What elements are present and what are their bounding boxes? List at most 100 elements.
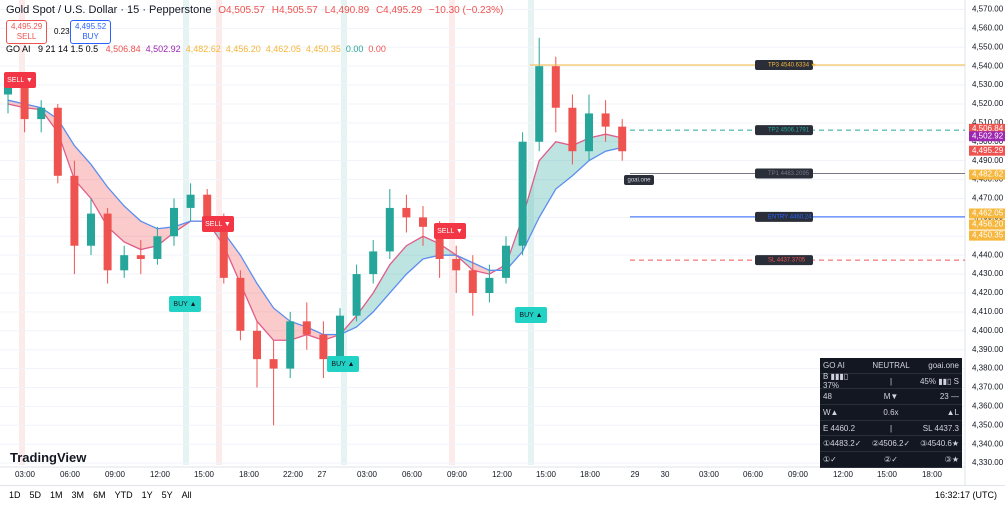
range-button[interactable]: All — [181, 490, 192, 500]
candle-body — [435, 226, 444, 259]
level-tag — [755, 125, 813, 136]
ribbon — [223, 232, 241, 284]
candle-body — [452, 258, 461, 271]
price-tag-label: 4,495.29 — [972, 146, 1004, 155]
price-tag-label: 4,450.35 — [972, 231, 1004, 240]
x-tick-label: 06:00 — [60, 470, 81, 479]
close: C4,495.29 — [375, 5, 423, 16]
level-label: TP1 4483.2095 — [768, 171, 810, 177]
table-cell: W▲ — [823, 407, 839, 417]
table-cell: | — [889, 423, 893, 433]
table-row: W▲ 0.6x ▲L — [820, 405, 962, 421]
signal-label: BUY ▲ — [519, 312, 542, 319]
candle-body — [186, 194, 195, 208]
table-row: GO AI NEUTRAL goai.one — [820, 358, 962, 374]
candle-body — [120, 255, 129, 271]
table-cell: ③★ — [944, 454, 959, 464]
candle-body — [336, 315, 344, 360]
y-tick-label: 4,540.00 — [972, 61, 1004, 70]
site-tag-box — [624, 175, 654, 185]
buy-button[interactable]: 4,495.52 BUY — [70, 20, 112, 44]
candle-body — [568, 107, 577, 152]
price-tag-label: 4,462.05 — [972, 209, 1004, 218]
indicator-values: 4,506.84 4,502.92 4,482.62 4,456.20 4,462.05… — [106, 44, 391, 54]
indicator-value: 0.00 — [345, 44, 364, 54]
x-tick-label: 30 — [661, 470, 670, 479]
range-button[interactable]: 1D — [9, 490, 21, 500]
x-tick-label: 15:00 — [536, 470, 557, 479]
x-tick-label: 06:00 — [402, 470, 423, 479]
ribbon — [57, 119, 75, 180]
y-tick-label: 4,420.00 — [972, 288, 1004, 297]
level-label: SL 4437.3705 — [768, 258, 806, 264]
range-button[interactable]: 1M — [50, 490, 63, 500]
x-tick-label: 06:00 — [743, 470, 764, 479]
table-cell: 23 — — [939, 392, 959, 402]
y-tick-label: 4,350.00 — [972, 420, 1004, 429]
y-tick-label: 4,530.00 — [972, 80, 1004, 89]
candle-body — [253, 330, 261, 360]
y-tick-label: 4,510.00 — [972, 118, 1004, 127]
range-button[interactable]: 1Y — [141, 490, 153, 500]
level-label: ENTRY 4460.24 — [768, 215, 812, 221]
range-button[interactable]: 3M — [71, 490, 85, 500]
signal-band — [341, 0, 347, 465]
y-tick-label: 4,360.00 — [972, 402, 1004, 411]
indicator-value: 4,506.84 — [105, 44, 141, 54]
table-row: B ▮▮▮▯ 37% | 45% ▮▮▯ S — [820, 372, 962, 391]
sell-label: SELL — [16, 32, 37, 41]
ribbon — [157, 226, 174, 246]
x-tick-label: 09:00 — [105, 470, 126, 479]
price-tag — [969, 208, 1005, 219]
candle-body — [369, 251, 378, 275]
candle-body — [4, 85, 12, 95]
ribbon — [472, 262, 490, 275]
range-button[interactable]: YTD — [114, 490, 133, 500]
table-cell: 0.6x — [883, 407, 899, 417]
table-cell: SL 4437.3 — [922, 423, 959, 433]
candle-body — [585, 113, 593, 152]
ribbon — [91, 164, 108, 227]
ribbon — [589, 134, 606, 161]
range-button[interactable]: 5D — [29, 490, 42, 500]
candle-body — [618, 126, 627, 152]
y-tick-label: 4,570.00 — [972, 5, 1004, 14]
candle-body — [53, 107, 62, 176]
sell-button[interactable]: 4,495.29 SELL — [6, 20, 48, 44]
table-cell: ①4483.2✓ — [823, 439, 862, 449]
price-tag — [969, 219, 1005, 230]
ribbon — [356, 292, 374, 328]
ribbon — [306, 327, 324, 341]
signal-band — [183, 0, 189, 465]
level-label: TP2 4506.1791 — [768, 128, 810, 134]
ribbon — [240, 255, 257, 322]
signal-box — [515, 307, 547, 323]
header: Gold Spot / U.S. Dollar · 15 · Peppersto… — [6, 4, 507, 16]
table-cell: | — [889, 376, 893, 386]
buy-label: BUY — [82, 32, 99, 41]
x-tick-label: 15:00 — [194, 470, 215, 479]
candle-body — [103, 213, 112, 271]
indicator-value: 4,450.35 — [305, 44, 341, 54]
ribbon — [373, 264, 390, 312]
range-button[interactable]: 6M — [93, 490, 106, 500]
x-tick-label: 03:00 — [15, 470, 36, 479]
sell-price: 4,495.29 — [11, 22, 43, 31]
range-button[interactable]: 5Y — [161, 490, 173, 500]
y-tick-label: 4,400.00 — [972, 326, 1004, 335]
table-cell: B ▮▮▮▯ 37% — [823, 372, 849, 391]
signal-box — [169, 296, 201, 312]
signal-box — [4, 72, 36, 88]
symbol: Gold Spot / U.S. Dollar · 15 · Peppersto… — [6, 4, 212, 16]
open: O4,505.57 — [218, 5, 265, 16]
price-tag-label: 4,456.20 — [972, 220, 1004, 229]
ribbon — [107, 187, 125, 242]
signal-band — [19, 0, 25, 465]
ribbon — [140, 221, 158, 250]
level-tag — [755, 168, 813, 179]
price-tag — [969, 169, 1005, 180]
candle-body — [402, 207, 411, 218]
ribbon — [389, 245, 407, 293]
level-tag — [755, 59, 813, 70]
